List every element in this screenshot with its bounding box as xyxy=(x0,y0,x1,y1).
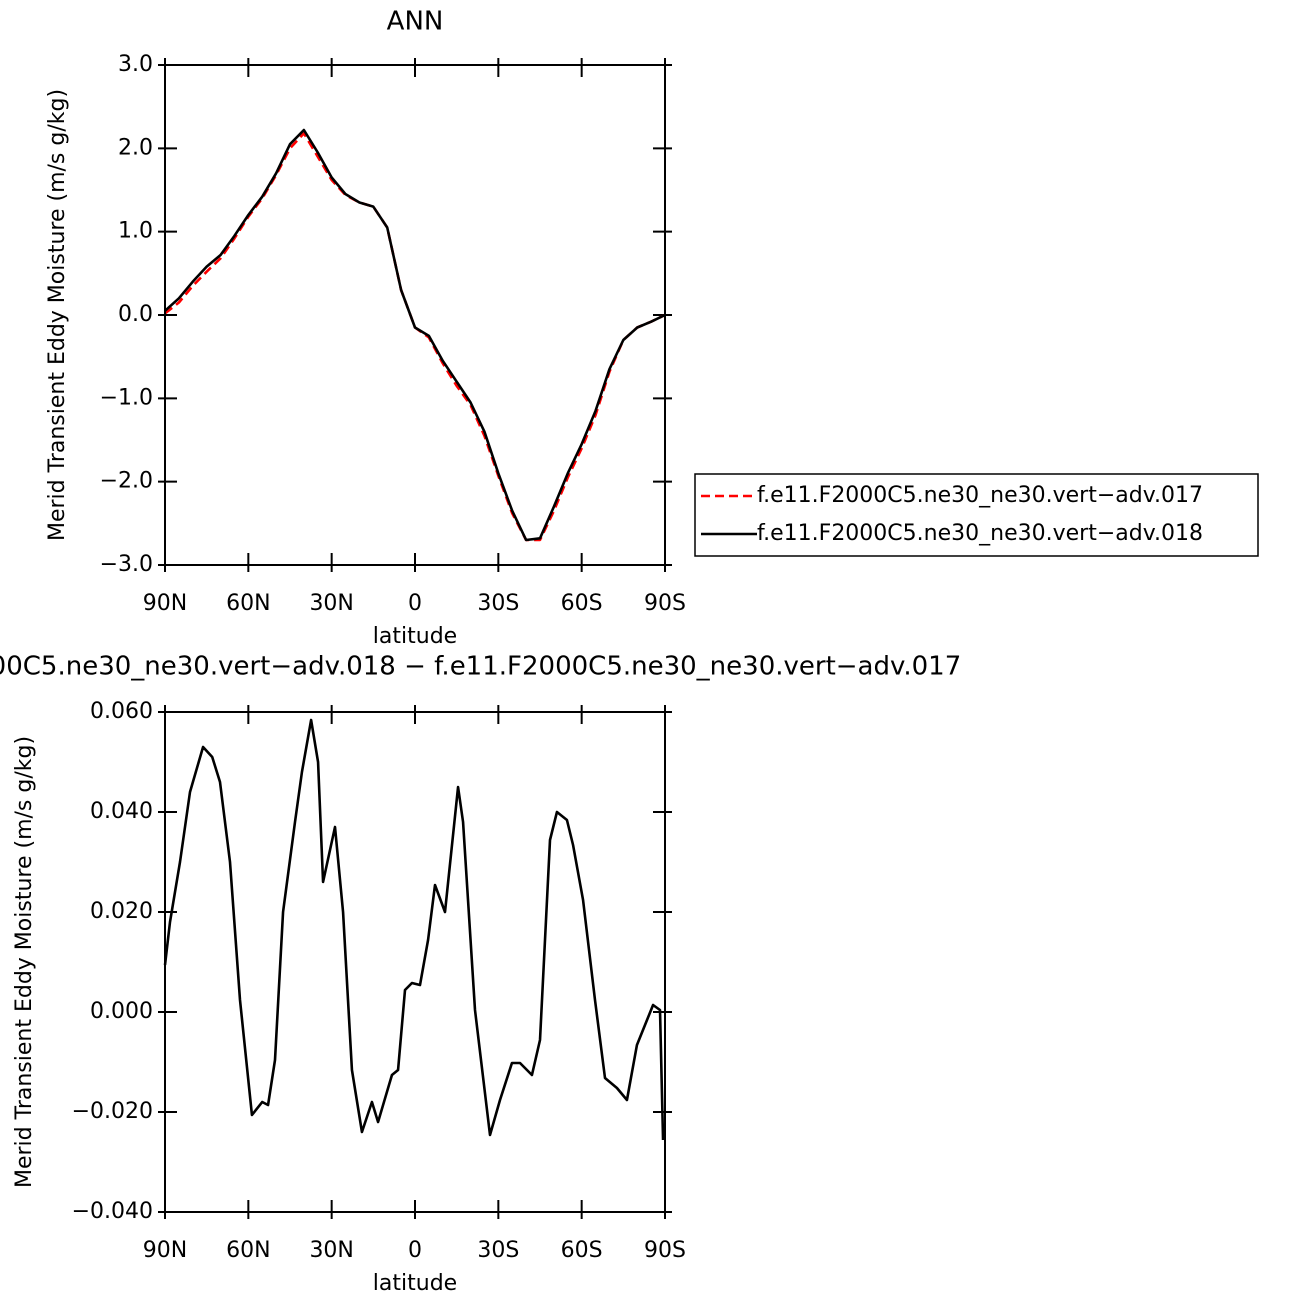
x-tick-label: 30N xyxy=(309,591,353,616)
chart-title: ANN xyxy=(387,7,444,37)
chart-title: f.e11.F2000C5.ne30_ne30.vert−adv.018 − f… xyxy=(0,652,961,682)
x-tick-label: 60N xyxy=(226,1238,270,1263)
y-tick-label: 0.000 xyxy=(90,999,153,1024)
x-tick-label: 30S xyxy=(477,591,519,616)
x-tick-label: 30S xyxy=(477,1238,519,1263)
plot-frame xyxy=(164,711,666,1213)
x-tick-label: 90S xyxy=(644,1238,686,1263)
data-line xyxy=(163,718,665,1141)
legend-label: f.e11.F2000C5.ne30_ne30.vert−adv.017 xyxy=(757,483,1203,508)
y-tick-label: −0.040 xyxy=(72,1199,153,1224)
y-tick-label: −3.0 xyxy=(100,552,153,577)
x-tick-label: 30N xyxy=(309,1238,353,1263)
x-axis-label: latitude xyxy=(373,1271,457,1296)
y-tick-label: 0.0 xyxy=(118,302,153,327)
x-axis-label: latitude xyxy=(373,624,457,649)
y-tick-label: 0.040 xyxy=(90,799,153,824)
y-tick-label: −1.0 xyxy=(100,385,153,410)
x-tick-label: 60S xyxy=(561,591,603,616)
y-tick-label: −0.020 xyxy=(72,1099,153,1124)
x-tick-label: 0 xyxy=(408,1238,422,1263)
plot-frame xyxy=(164,64,666,566)
data-line xyxy=(164,128,666,542)
x-tick-label: 90S xyxy=(644,591,686,616)
y-tick-label: 0.060 xyxy=(90,699,153,724)
x-tick-label: 90N xyxy=(143,591,187,616)
x-tick-label: 60N xyxy=(226,591,270,616)
y-tick-label: −2.0 xyxy=(100,469,153,494)
y-tick-label: 2.0 xyxy=(118,135,153,160)
x-tick-label: 90N xyxy=(143,1238,187,1263)
y-tick-label: 0.020 xyxy=(90,899,153,924)
y-tick-label: 1.0 xyxy=(118,219,153,244)
y-axis-label: Merid Transient Eddy Moisture (m/s g/kg) xyxy=(45,89,70,541)
x-tick-label: 0 xyxy=(408,591,422,616)
data-line xyxy=(164,132,666,542)
legend-label: f.e11.F2000C5.ne30_ne30.vert−adv.018 xyxy=(757,521,1203,546)
x-tick-label: 60S xyxy=(561,1238,603,1263)
y-tick-label: 3.0 xyxy=(118,52,153,77)
legend-box xyxy=(694,473,1259,557)
y-axis-label: Merid Transient Eddy Moisture (m/s g/kg) xyxy=(12,736,37,1188)
